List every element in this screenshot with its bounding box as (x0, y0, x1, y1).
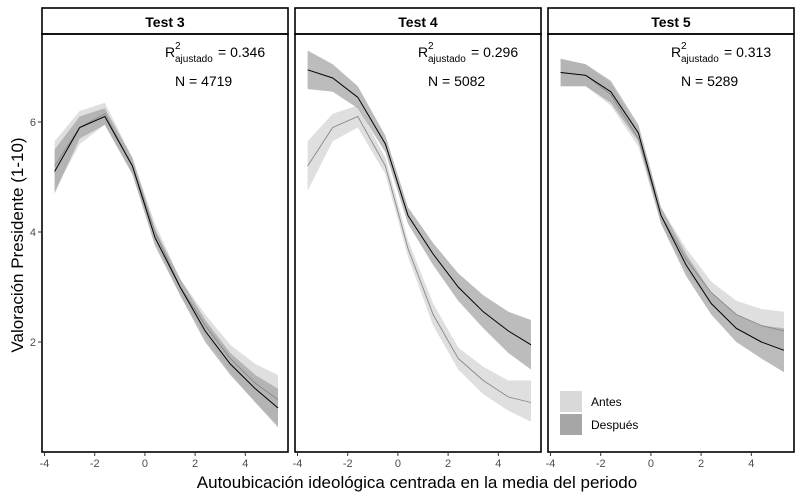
confidence-band-antes (307, 105, 531, 422)
plot-area (560, 58, 785, 373)
legend: Antes Después (560, 391, 638, 435)
x-tick-label: 0 (395, 458, 401, 470)
confidence-band-después (307, 50, 531, 370)
r2-value: = 0.296 (471, 44, 518, 60)
r2-value: = 0.346 (218, 44, 265, 60)
r2-subscript: ajustado (175, 54, 213, 65)
x-tick-label: -2 (343, 458, 353, 470)
r2-superscript: 2 (681, 41, 687, 52)
plot-area (307, 50, 532, 422)
x-tick-label: -2 (596, 458, 606, 470)
x-tick-label: -2 (90, 458, 100, 470)
x-tick-label: -4 (40, 458, 50, 470)
strip-background (41, 7, 289, 35)
series-line-antes (54, 113, 279, 401)
x-tick-label: 2 (698, 458, 704, 470)
panel-border (41, 33, 289, 453)
r2-annotation: R (165, 44, 175, 60)
r2-subscript: ajustado (681, 54, 719, 65)
x-tick-label: 0 (142, 458, 148, 470)
x-tick-label: 2 (445, 458, 451, 470)
strip-label: Test 4 (398, 14, 438, 30)
y-axis-title: Valoración Presidente (1-10) (8, 137, 27, 352)
x-axis-title: Autoubicación ideológica centrada en la … (197, 473, 637, 492)
legend-key-antes (560, 391, 582, 412)
y-tick-label: 4 (30, 227, 36, 239)
panel-border (547, 33, 795, 453)
panel-border (294, 33, 542, 453)
legend-key-después (560, 414, 582, 435)
confidence-band-después (560, 58, 784, 373)
confidence-band-después (54, 108, 278, 428)
strip-label: Test 5 (651, 14, 691, 30)
n-annotation: N = 5082 (428, 73, 485, 89)
strip-background (294, 7, 542, 35)
r2-subscript: ajustado (428, 54, 466, 65)
x-tick-label: 0 (648, 458, 654, 470)
x-tick-label: 4 (748, 458, 754, 470)
series-line-antes (560, 72, 785, 332)
confidence-band-antes (560, 58, 784, 351)
n-annotation: N = 5289 (681, 73, 738, 89)
series-line-después (54, 115, 279, 409)
r2-annotation: R (418, 44, 428, 60)
x-tick-label: 4 (495, 458, 501, 470)
x-tick-label: -4 (546, 458, 556, 470)
series-line-antes (307, 115, 532, 403)
y-tick-label: 2 (30, 337, 36, 349)
x-tick-label: 4 (242, 458, 248, 470)
r2-superscript: 2 (175, 41, 181, 52)
x-tick-label: 2 (192, 458, 198, 470)
y-tick-label: 6 (30, 117, 36, 129)
r2-annotation: R (671, 44, 681, 60)
plot-area (54, 102, 279, 428)
legend-label: Antes (591, 395, 622, 409)
series-line-después (307, 69, 532, 346)
series-line-después (560, 72, 785, 351)
n-annotation: N = 4719 (175, 73, 232, 89)
strip-background (547, 7, 795, 35)
x-tick-label: -4 (293, 458, 303, 470)
strip-label: Test 3 (145, 14, 185, 30)
r2-value: = 0.313 (724, 44, 771, 60)
r2-superscript: 2 (428, 41, 434, 52)
legend-label: Después (591, 418, 638, 432)
